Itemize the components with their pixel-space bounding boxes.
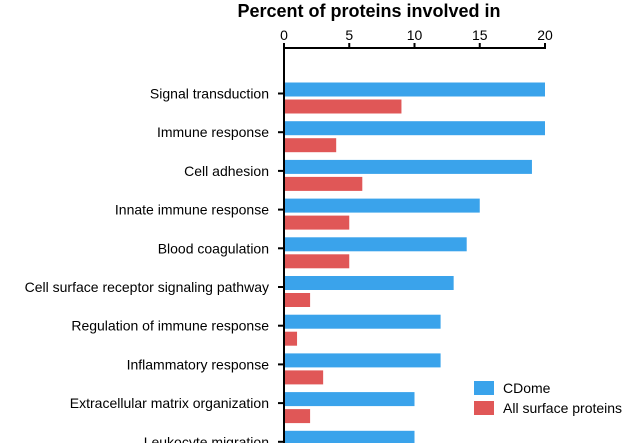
bar-all-surface-proteins: [285, 138, 337, 153]
category-label: Inflammatory response: [127, 356, 270, 372]
bar-cdome: [285, 159, 532, 174]
x-tick-label: 10: [407, 27, 423, 43]
bar-cdome: [285, 237, 467, 252]
bar-all-surface-proteins: [285, 254, 350, 269]
legend-swatch: [474, 401, 494, 415]
bar-cdome: [285, 198, 480, 213]
category-label: Cell surface receptor signaling pathway: [25, 279, 269, 295]
legend-label: All surface proteins: [503, 400, 622, 416]
x-tick-label: 0: [280, 27, 288, 43]
bar-cdome: [285, 276, 454, 290]
bar-cdome: [285, 353, 441, 368]
category-label: Immune response: [157, 124, 269, 140]
x-axis: 0 5 10 15 20: [280, 27, 553, 49]
bar-all-surface-proteins: [285, 215, 350, 230]
x-tick-label: 5: [345, 27, 353, 43]
bar-cdome: [285, 392, 415, 407]
bar-all-surface-proteins: [285, 176, 363, 191]
category-label: Innate immune response: [115, 202, 269, 218]
bar-all-surface-proteins: [285, 370, 324, 385]
bar-cdome: [285, 430, 415, 443]
y-axis: [278, 48, 285, 443]
bar-all-surface-proteins: [285, 331, 298, 346]
category-label: Leukocyte migration: [144, 434, 269, 443]
x-tick-label: 15: [472, 27, 488, 43]
bar-cdome: [285, 121, 545, 136]
chart-title: Percent of proteins involved in: [237, 1, 500, 21]
bar-all-surface-proteins: [285, 293, 311, 307]
legend: CDome All surface proteins: [474, 380, 622, 416]
category-label: Cell adhesion: [184, 163, 269, 179]
bars: [285, 82, 545, 443]
x-tick-label: 20: [537, 27, 553, 43]
legend-swatch: [474, 381, 494, 395]
legend-label: CDome: [503, 380, 551, 396]
category-label: Regulation of immune response: [71, 318, 269, 334]
category-labels: Signal transduction Immune response Cell a…: [25, 86, 270, 443]
bar-cdome: [285, 314, 441, 329]
bar-cdome: [285, 82, 545, 97]
bar-all-surface-proteins: [285, 99, 402, 114]
category-label: Extracellular matrix organization: [70, 395, 269, 411]
bar-all-surface-proteins: [285, 409, 311, 424]
category-label: Blood coagulation: [158, 240, 269, 256]
category-label: Signal transduction: [150, 86, 269, 102]
